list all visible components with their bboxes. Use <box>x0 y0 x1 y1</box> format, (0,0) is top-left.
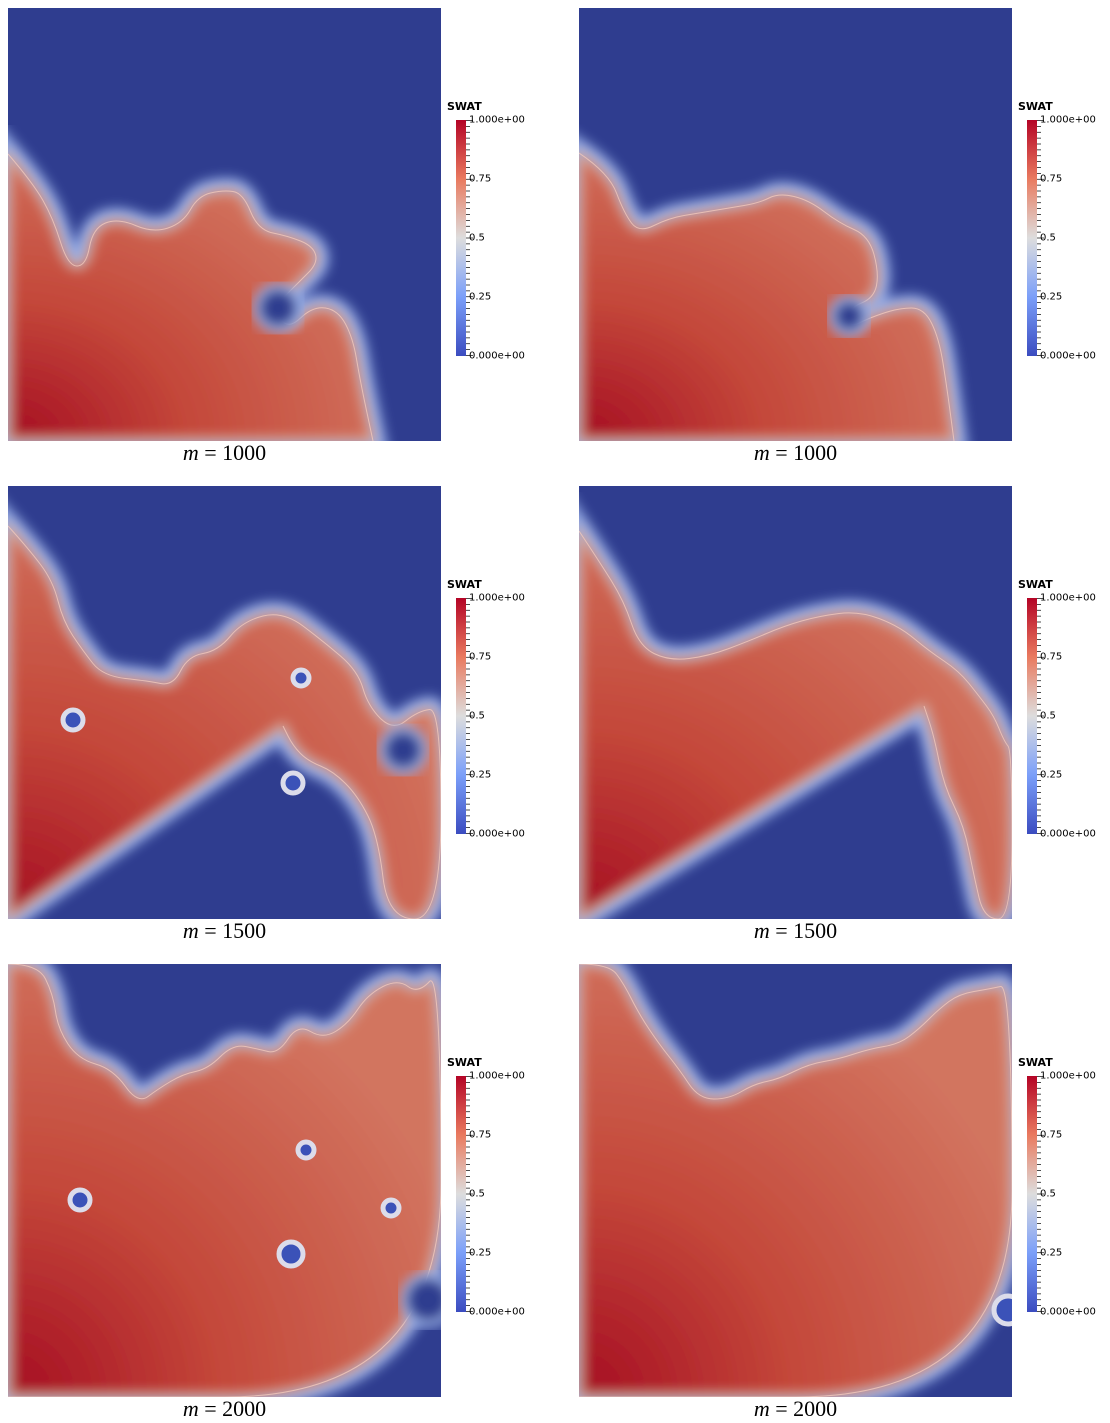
colorbar-tick-label: 0.25 <box>469 1247 492 1259</box>
oil-bubble <box>280 770 306 796</box>
colorbar-tick-label: 1.000e+00 <box>469 114 525 126</box>
saturation-plot-3 <box>8 486 441 919</box>
colorbar-ticks <box>466 598 473 834</box>
colorbar-tick-label: 1.000e+00 <box>469 1070 525 1082</box>
saturation-contour <box>8 964 441 1397</box>
colorbar-tick-label: 0.5 <box>1040 1188 1056 1200</box>
unswept-pocket <box>828 295 870 337</box>
caption-4: m = 1500 <box>753 918 838 943</box>
colorbar-tick-label: 0.5 <box>469 232 485 244</box>
colorbar-tick-label: 1.000e+00 <box>469 592 525 604</box>
colorbar-tick-label: 0.25 <box>1040 769 1063 781</box>
unswept-pocket <box>400 1272 441 1328</box>
caption-5: m = 2000 <box>182 1396 267 1421</box>
colorbar-title: SWAT <box>1018 1056 1053 1069</box>
colorbar-tick-label: 0.75 <box>1040 1129 1063 1141</box>
colorbar-tick-label: 0.25 <box>1040 1247 1063 1259</box>
colorbar-tick-label: 1.000e+00 <box>1040 592 1096 604</box>
colorbar-tick-label: 0.5 <box>1040 710 1056 722</box>
colorbar-tick-label: 0.000e+00 <box>1040 1306 1096 1318</box>
colorbar-tick-label: 0.000e+00 <box>1040 828 1096 840</box>
colorbar-tick-label: 1.000e+00 <box>1040 1070 1096 1082</box>
colorbar-ticks <box>1037 1076 1044 1312</box>
colorbar-gradient <box>1027 120 1037 356</box>
unswept-pocket <box>378 725 428 775</box>
colorbar-title: SWAT <box>1018 100 1053 113</box>
colorbar-tick-label: 0.25 <box>1040 291 1063 303</box>
oil-bubble <box>991 1293 1012 1327</box>
saturation-contour <box>8 153 374 441</box>
oil-bubble <box>276 1239 306 1269</box>
oil-bubble <box>295 1139 317 1161</box>
colorbar-5: SWAT 1.000e+00 0.75 0.5 0.25 0.000e+00 <box>447 1056 557 1318</box>
colorbar-4: SWAT 1.000e+00 0.75 0.5 0.25 0.000e+00 <box>1018 578 1110 840</box>
colorbar-tick-label: 0.75 <box>469 651 492 663</box>
colorbar-title: SWAT <box>447 1056 482 1069</box>
colorbar-ticks <box>1037 598 1044 834</box>
colorbar-tick-label: 0.5 <box>469 710 485 722</box>
saturation-plot-2 <box>579 8 1012 441</box>
colorbar-title: SWAT <box>447 578 482 591</box>
colorbar-ticks <box>466 1076 473 1312</box>
colorbar-title: SWAT <box>1018 578 1053 591</box>
colorbar-tick-label: 0.5 <box>469 1188 485 1200</box>
caption-3: m = 1500 <box>182 918 267 943</box>
colorbar-tick-label: 0.75 <box>469 173 492 185</box>
colorbar-ticks <box>1037 120 1044 356</box>
saturation-contour <box>579 530 1012 919</box>
colorbar-tick-label: 1.000e+00 <box>1040 114 1096 126</box>
colorbar-gradient <box>1027 598 1037 834</box>
colorbar-tick-label: 0.75 <box>469 1129 492 1141</box>
saturation-plot-5 <box>8 964 441 1397</box>
colorbar-tick-label: 0.75 <box>1040 651 1063 663</box>
colorbar-gradient <box>456 1076 466 1312</box>
saturation-plot-1 <box>8 8 441 441</box>
saturation-contour <box>8 525 441 919</box>
caption-2: m = 1000 <box>753 440 838 465</box>
colorbar-tick-label: 0.25 <box>469 769 492 781</box>
caption-6: m = 2000 <box>753 1396 838 1421</box>
saturation-plot-4 <box>579 486 1012 919</box>
saturation-plot-6 <box>579 964 1012 1397</box>
colorbar-ticks <box>466 120 473 356</box>
colorbar-2: SWAT 1.000e+00 0.75 0.5 0.25 0.000e+00 <box>1018 100 1110 362</box>
colorbar-6: SWAT 1.000e+00 0.75 0.5 0.25 0.000e+00 <box>1018 1056 1110 1318</box>
oil-bubble <box>67 1187 93 1213</box>
colorbar-tick-label: 0.000e+00 <box>1040 350 1096 362</box>
colorbar-gradient <box>1027 1076 1037 1312</box>
colorbar-1: SWAT 1.000e+00 0.75 0.5 0.25 0.000e+00 <box>447 100 557 362</box>
oil-bubble <box>60 707 86 733</box>
saturation-contour <box>579 152 955 441</box>
saturation-contour <box>579 964 1012 1397</box>
colorbar-tick-label: 0.000e+00 <box>469 828 525 840</box>
colorbar-gradient <box>456 120 466 356</box>
colorbar-tick-label: 0.000e+00 <box>469 1306 525 1318</box>
colorbar-tick-label: 0.5 <box>1040 232 1056 244</box>
colorbar-tick-label: 0.25 <box>469 291 492 303</box>
oil-bubble <box>380 1197 402 1219</box>
colorbar-tick-label: 0.75 <box>1040 173 1063 185</box>
oil-bubble <box>290 667 312 689</box>
colorbar-gradient <box>456 598 466 834</box>
caption-1: m = 1000 <box>182 440 267 465</box>
unswept-pocket <box>253 283 303 333</box>
colorbar-title: SWAT <box>447 100 482 113</box>
colorbar-tick-label: 0.000e+00 <box>469 350 525 362</box>
colorbar-3: SWAT 1.000e+00 0.75 0.5 0.25 0.000e+00 <box>447 578 557 840</box>
